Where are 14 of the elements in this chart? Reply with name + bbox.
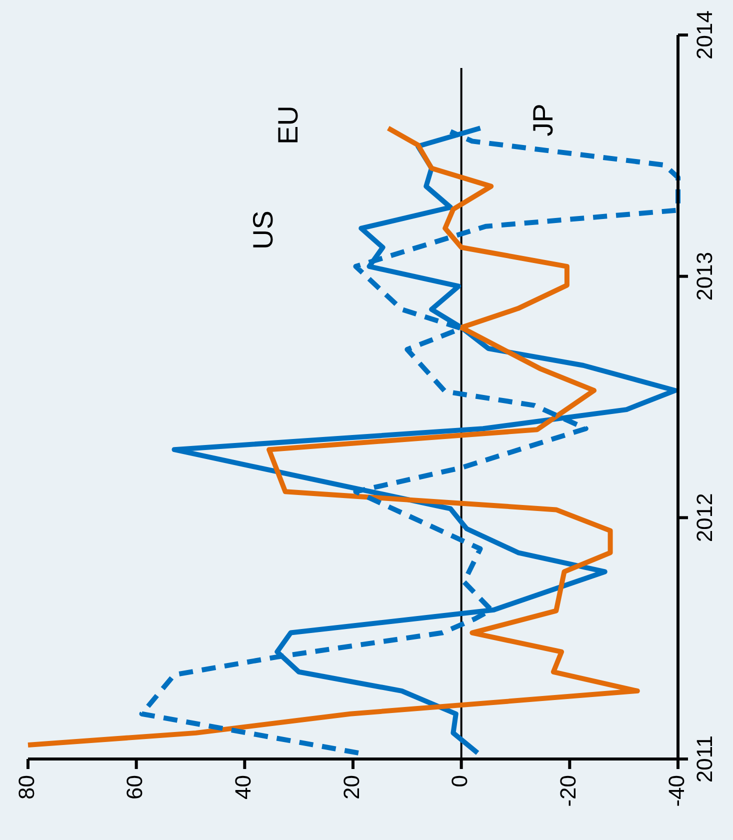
y-tick-label: 2011 <box>692 735 717 783</box>
y-tick-label: 2014 <box>692 10 717 60</box>
y-tick-label: 2013 <box>692 252 717 301</box>
x-tick-label: -20 <box>555 775 580 807</box>
annotation: EU <box>272 106 304 144</box>
annotation: US <box>247 210 278 250</box>
x-tick-label: -40 <box>664 775 689 807</box>
x-tick-label: 80 <box>14 775 39 800</box>
annotation: JP <box>527 104 558 136</box>
x-tick-label: 0 <box>447 775 472 788</box>
x-tick-label: 40 <box>230 775 256 800</box>
y-tick-label: 2012 <box>692 493 717 542</box>
x-tick-label: 20 <box>338 775 364 800</box>
x-tick-label: 60 <box>122 775 148 800</box>
